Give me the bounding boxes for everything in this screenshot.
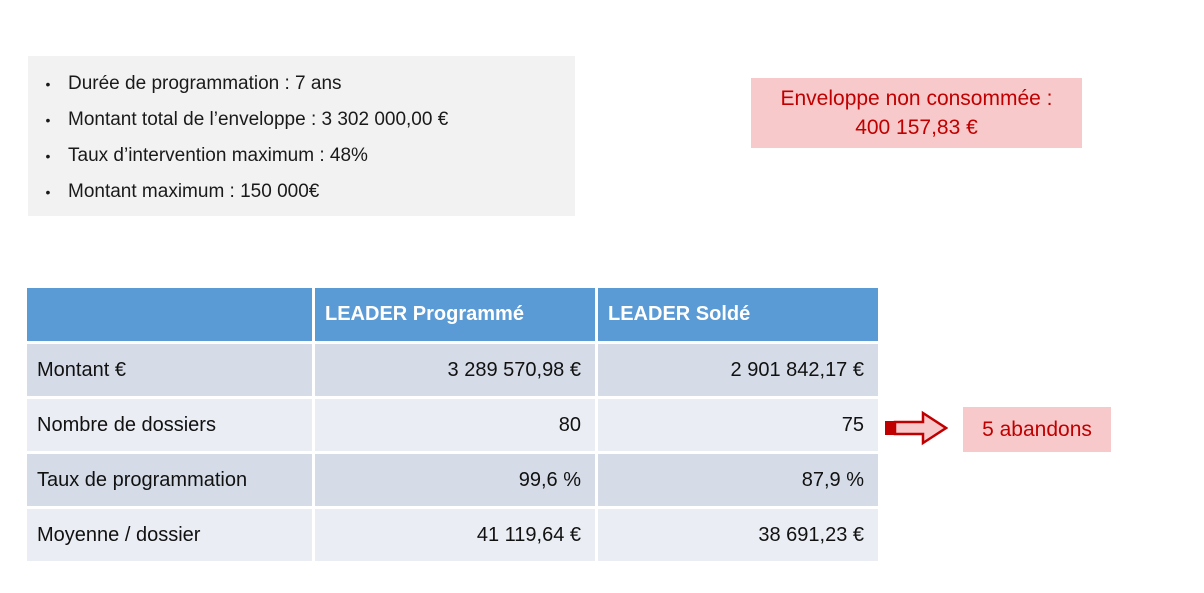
envelope-non-consumed-callout: Enveloppe non consommée : 400 157,83 € bbox=[751, 78, 1082, 148]
list-item: • Montant total de l’enveloppe : 3 302 0… bbox=[28, 102, 565, 138]
abandons-label: 5 abandons bbox=[982, 417, 1092, 441]
leader-table: LEADER Programmé LEADER Soldé Montant € … bbox=[27, 288, 878, 561]
table-row-label: Taux de programmation bbox=[27, 454, 312, 506]
table-cell: 38 691,23 € bbox=[598, 509, 878, 561]
abandons-callout: 5 abandons bbox=[963, 407, 1111, 452]
callout-line-1: Enveloppe non consommée : bbox=[780, 87, 1053, 110]
table-header-solde: LEADER Soldé bbox=[598, 288, 878, 341]
list-item: • Durée de programmation : 7 ans bbox=[28, 66, 565, 102]
list-item-text: Durée de programmation : 7 ans bbox=[68, 73, 342, 94]
list-item-text: Taux d’intervention maximum : 48% bbox=[68, 145, 368, 166]
bullet-icon: • bbox=[45, 148, 51, 164]
list-item-text: Montant maximum : 150 000€ bbox=[68, 181, 320, 202]
table-row-label: Nombre de dossiers bbox=[27, 399, 312, 451]
bullet-icon: • bbox=[45, 76, 51, 92]
table-cell: 41 119,64 € bbox=[315, 509, 595, 561]
table-cell: 87,9 % bbox=[598, 454, 878, 506]
table-cell: 2 901 842,17 € bbox=[598, 344, 878, 396]
program-info-list: • Durée de programmation : 7 ans • Monta… bbox=[28, 66, 565, 210]
bullet-icon: • bbox=[45, 184, 51, 200]
program-info-box: • Durée de programmation : 7 ans • Monta… bbox=[28, 56, 575, 216]
table-header-programme: LEADER Programmé bbox=[315, 288, 595, 341]
table-row-label: Moyenne / dossier bbox=[27, 509, 312, 561]
list-item: • Montant maximum : 150 000€ bbox=[28, 174, 565, 210]
table-header-empty bbox=[27, 288, 312, 341]
table-cell: 80 bbox=[315, 399, 595, 451]
right-arrow-svg bbox=[885, 410, 949, 446]
list-item: • Taux d’intervention maximum : 48% bbox=[28, 138, 565, 174]
table-cell: 99,6 % bbox=[315, 454, 595, 506]
list-item-text: Montant total de l’enveloppe : 3 302 000… bbox=[68, 109, 449, 130]
right-arrow-icon bbox=[884, 410, 949, 446]
table-cell: 75 bbox=[598, 399, 878, 451]
table-cell: 3 289 570,98 € bbox=[315, 344, 595, 396]
callout-line-2: 400 157,83 € bbox=[855, 116, 978, 139]
table-row-label: Montant € bbox=[27, 344, 312, 396]
bullet-icon: • bbox=[45, 112, 51, 128]
